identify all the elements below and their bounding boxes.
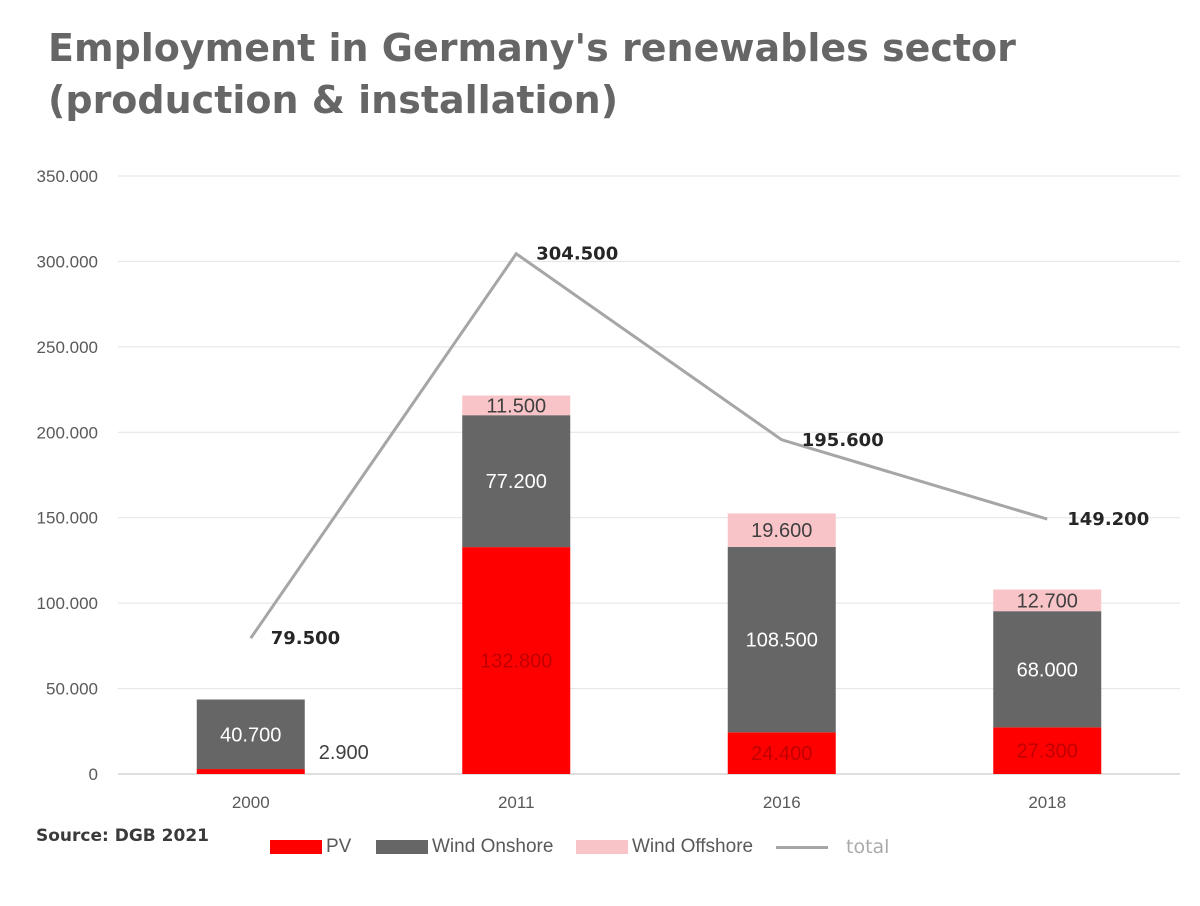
data-label-wind-offshore: 12.700 [1017,590,1078,612]
y-tick-label: 150.000 [37,509,98,528]
data-label-total: 149.200 [1067,509,1149,530]
y-tick-label: 300.000 [37,252,98,271]
x-tick-label: 2018 [1028,793,1066,812]
data-label-total: 195.600 [802,430,884,451]
data-label-wind-onshore: 40.700 [220,724,281,746]
legend-item-pv: PV [270,836,351,858]
data-label-pv: 24.400 [751,743,812,765]
legend-swatch-total [776,845,828,849]
chart-title-line-1: Employment in Germany's renewables secto… [48,26,1016,70]
bar-wind-offshore [993,589,1102,612]
legend-label-wind-offshore: Wind Offshore [632,836,754,857]
y-tick-label: 100.000 [37,594,98,613]
legend-label-pv: PV [326,836,352,857]
legend-label-wind-onshore: Wind Onshore [432,836,554,857]
legend-swatch-wind-offshore [576,840,628,854]
x-tick-label: 2000 [232,793,270,812]
y-tick-label: 250.000 [37,338,98,357]
data-label-pv: 27.300 [1017,741,1078,763]
bar-pv [462,547,571,774]
chart-title-line-2: (production & installation) [48,78,619,122]
data-label-wind-onshore: 77.200 [486,471,547,493]
y-tick-label: 0 [89,765,98,784]
y-tick-label: 200.000 [37,423,98,442]
x-tick-label: 2011 [498,793,535,812]
data-label-total: 304.500 [536,244,618,265]
bar-pv [727,732,836,774]
y-tick-label: 50.000 [46,680,98,699]
legend-item-wind-onshore: Wind Onshore [376,836,553,858]
bar-wind-onshore [993,611,1102,728]
source-note: Source: DGB 2021 [36,826,209,846]
data-label-wind-offshore: 19.600 [751,520,812,542]
bar-wind-offshore [727,513,836,547]
bar-pv [196,769,305,774]
data-label-wind-onshore: 68.000 [1017,659,1078,681]
data-label-total: 79.500 [271,628,340,649]
bar-wind-offshore [462,395,571,416]
legend-item-wind-offshore: Wind Offshore [576,836,753,858]
bar-wind-onshore [196,699,305,770]
y-tick-label: 350.000 [37,167,98,186]
legend-label-total: total [846,836,890,858]
total-line [249,251,1048,640]
legend-item-total: total [776,836,889,858]
bar-pv [993,727,1102,774]
bar-wind-onshore [727,546,836,733]
data-label-wind-offshore: 11.500 [486,395,546,417]
data-label-pv: 132.800 [480,651,552,673]
legend-swatch-wind-onshore [376,840,428,854]
data-label-wind-onshore: 108.500 [746,630,818,652]
bar-wind-onshore [462,415,571,548]
data-label-pv: 2.900 [319,742,369,764]
x-tick-label: 2016 [763,793,801,812]
chart-title: Employment in Germany's renewables secto… [48,22,1148,126]
legend-swatch-pv [270,840,322,854]
